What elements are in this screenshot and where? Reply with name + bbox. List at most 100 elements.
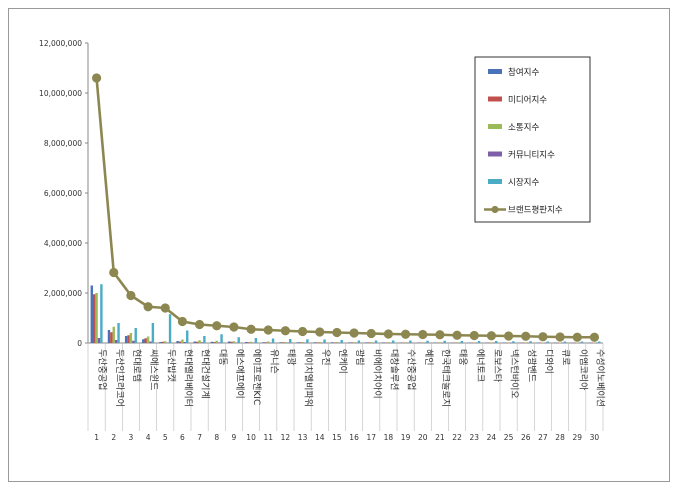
bar-2-19 [401,342,405,343]
bar-5-4 [151,323,155,343]
bar-1-25 [502,342,505,343]
bar-5-1 [100,284,103,343]
brand-index-point-8 [212,321,222,331]
brand-index-point-4 [143,302,153,312]
bar-1-3 [124,336,128,343]
bar-5-9 [237,337,240,343]
brand-index-point-29 [572,332,582,342]
bar-4-6 [183,342,187,343]
bar-2-5 [161,341,165,343]
x-index-label: 8 [214,433,219,442]
bar-4-4 [149,341,152,343]
bar-1-7 [193,341,196,343]
bar-1-29 [571,342,574,344]
bar-4-8 [217,342,221,343]
brand-index-point-26 [521,331,531,341]
bar-5-29 [580,341,584,343]
brand-index-point-10 [246,324,256,334]
bar-1-4 [142,339,145,343]
brand-index-point-28 [555,332,565,342]
x-category-label: 두산인프라코어 [114,349,125,407]
bar-3-3 [129,333,133,343]
bar-4-3 [132,340,135,343]
bar-1-19 [399,342,402,343]
bar-2-27 [539,342,542,344]
x-category-label: 대창솔루션 [388,349,399,390]
x-category-label: 우진 [320,349,331,366]
bar-3-26 [524,342,527,343]
x-category-label: 씨에스윈드 [148,349,159,390]
legend-label-line: 브랜드평판지수 [508,205,563,216]
bar-3-12 [284,342,287,343]
x-index-label: 1 [94,433,99,442]
x-index-label: 15 [332,433,342,442]
bar-1-5 [159,342,162,343]
bar-3-8 [215,340,218,343]
bar-3-10 [249,341,253,343]
x-index-label: 25 [504,433,514,442]
brand-index-point-12 [280,326,291,336]
brand-index-point-27 [538,332,548,342]
bar-4-20 [423,342,427,344]
bar-2-21 [436,342,439,343]
bar-4-5 [166,342,169,343]
x-category-label: 두산중공업 [97,349,108,390]
bar-1-15 [330,342,334,343]
bar-1-13 [296,342,299,343]
bar-4-15 [338,342,341,344]
bar-5-6 [186,330,189,343]
bar-2-11 [264,342,268,343]
bar-1-26 [519,342,523,344]
y-tick-label: 2,000,000 [44,289,82,298]
x-category-label: 에이프로젠KIC [251,349,262,405]
bar-1-17 [365,342,368,343]
bar-1-16 [348,342,351,343]
brand-index-point-19 [400,329,411,339]
bar-2-6 [178,341,182,343]
bar-3-15 [335,342,339,343]
brand-index-point-15 [332,327,342,338]
brand-index-point-25 [503,331,514,341]
legend-swatch-4 [488,151,502,157]
x-category-label: 유니슨 [268,349,279,374]
bar-3-18 [387,342,390,343]
bar-2-25 [504,342,508,344]
legend-line-marker [491,205,499,214]
bar-5-17 [374,340,378,343]
x-index-label: 19 [401,433,411,442]
brand-index-point-21 [435,330,445,340]
bar-3-24 [490,342,493,343]
bar-5-15 [340,340,343,343]
bar-1-24 [485,342,488,343]
bar-1-10 [245,342,248,343]
bar-3-7 [198,340,201,343]
x-index-label: 17 [366,433,376,442]
x-category-label: 현대엘리베이터 [182,349,193,407]
bar-4-18 [389,342,393,344]
x-category-label: 에이치엘비파워 [303,349,315,407]
brand-index-point-5 [160,303,170,313]
x-category-label: 태광 [285,349,297,366]
bar-4-11 [269,342,272,344]
bar-2-8 [213,342,216,343]
bar-5-13 [306,339,309,343]
brand-index-point-24 [486,331,497,341]
x-index-label: 21 [435,433,445,442]
brand-index-point-16 [349,328,359,338]
legend-label-3: 소통지수 [508,123,539,133]
bar-4-13 [303,342,307,344]
bar-5-28 [563,341,567,343]
x-index-label: 12 [281,433,291,442]
bar-1-20 [416,342,420,343]
x-index-label: 16 [349,433,359,442]
x-category-label: 수성이노베이션 [594,349,605,407]
bar-2-24 [487,342,491,344]
bar-3-29 [576,342,579,343]
bar-5-7 [203,336,206,343]
x-index-label: 13 [298,433,308,442]
bar-4-26 [526,342,530,344]
bar-5-30 [598,341,601,343]
bar-2-26 [522,342,525,344]
bar-3-17 [370,342,373,343]
bar-4-29 [578,342,581,344]
